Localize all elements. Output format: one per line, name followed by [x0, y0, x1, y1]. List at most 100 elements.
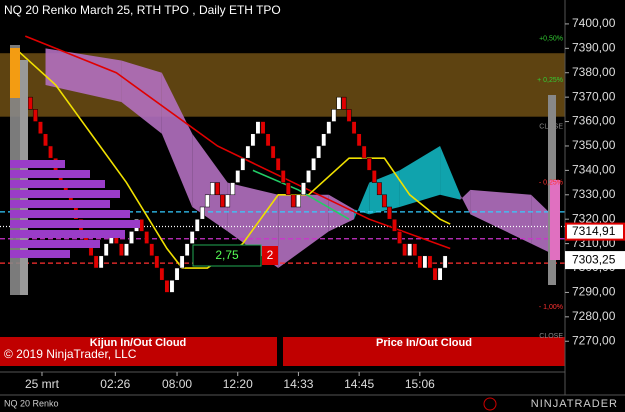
renko-brick: [124, 243, 129, 257]
renko-brick: [184, 243, 190, 257]
x-tick-label: 15:06: [405, 377, 435, 391]
axis-note: + 0,25%: [537, 77, 563, 84]
axis-note: +0,50%: [539, 35, 563, 42]
renko-brick: [159, 267, 165, 281]
price-label-box: [565, 251, 625, 270]
signal-value: 2,75: [215, 248, 239, 262]
x-tick-label: 14:45: [344, 377, 374, 391]
logo-icon: [483, 397, 497, 411]
y-tick-label: 7350,00: [572, 138, 616, 152]
renko-brick: [169, 279, 175, 293]
renko-brick: [215, 182, 220, 196]
copyright: © 2019 NinjaTrader, LLC: [4, 347, 137, 361]
renko-brick: [285, 182, 291, 196]
panel: [0, 337, 277, 366]
renko-brick: [235, 170, 241, 183]
renko-brick: [38, 121, 43, 135]
renko-brick: [311, 157, 317, 171]
y-tick-label: 7320,00: [572, 211, 616, 225]
renko-brick: [341, 96, 347, 110]
renko-brick: [93, 255, 99, 269]
renko-brick: [275, 157, 281, 171]
renko-brick: [412, 243, 418, 257]
renko-brick: [331, 109, 337, 122]
renko-brick: [407, 243, 413, 257]
renko-brick: [301, 182, 306, 196]
renko-brick: [387, 206, 392, 220]
cloud-segment: [121, 60, 162, 134]
renko-brick: [306, 170, 311, 183]
renko-brick: [209, 182, 215, 196]
renko-brick: [230, 182, 236, 196]
axis-note: - 1,00%: [539, 304, 563, 311]
cloud-segment: [161, 72, 193, 207]
indicator-line: [252, 169, 350, 220]
renko-brick: [245, 145, 251, 159]
renko-brick: [27, 96, 33, 110]
renko-brick: [280, 170, 286, 183]
renko-brick: [321, 133, 327, 147]
renko-brick: [366, 157, 372, 171]
y-tick-label: 7400,00: [572, 16, 616, 30]
renko-brick: [240, 157, 246, 171]
axis-note: - 0,25%: [539, 179, 563, 186]
renko-brick: [346, 109, 352, 122]
renko-brick: [255, 121, 261, 135]
renko-brick: [164, 279, 170, 293]
x-tick-label: 12:20: [223, 377, 253, 391]
renko-brick: [265, 133, 271, 147]
signal-count: 2: [267, 248, 274, 262]
renko-brick: [326, 121, 332, 135]
renko-brick: [442, 255, 448, 269]
panel: [283, 337, 565, 366]
renko-brick: [98, 255, 104, 269]
renko-brick: [351, 121, 357, 135]
renko-brick: [154, 255, 160, 269]
renko-brick: [356, 133, 362, 147]
axis-note: CLOSE: [539, 333, 563, 340]
renko-brick: [336, 96, 342, 110]
cloud-segment: [278, 194, 329, 269]
y-tick-label: 7330,00: [572, 187, 616, 201]
panel-label: Price In/Out Cloud: [376, 337, 472, 349]
price-label-box: [565, 222, 625, 241]
cloud-segment: [440, 145, 461, 200]
renko-brick: [179, 255, 185, 269]
renko-brick: [316, 145, 322, 159]
price-label: 7303,25: [572, 252, 616, 266]
renko-brick: [199, 206, 205, 220]
y-tick-label: 7280,00: [572, 309, 616, 323]
x-tick-label: 14:33: [283, 377, 313, 391]
renko-brick: [48, 145, 54, 159]
renko-brick: [118, 243, 124, 257]
axis-note: CLOSE: [539, 123, 563, 130]
cloud-segment: [470, 189, 532, 244]
y-tick-label: 7290,00: [572, 285, 616, 299]
cloud-segment: [45, 48, 122, 103]
cloud-segment: [460, 189, 471, 215]
indicator-line: [14, 47, 451, 269]
renko-brick: [381, 194, 387, 208]
renko-brick: [427, 255, 433, 269]
renko-brick: [225, 194, 231, 208]
renko-brick: [397, 231, 403, 244]
renko-brick: [376, 182, 382, 196]
renko-brick: [139, 218, 145, 232]
renko-brick: [437, 267, 443, 281]
renko-brick: [295, 194, 301, 208]
renko-brick: [129, 231, 134, 244]
renko-brick: [194, 218, 200, 232]
renko-brick: [290, 194, 296, 208]
volume-profile: [10, 45, 560, 295]
renko-brick: [189, 231, 195, 244]
signal-count-box: [262, 246, 278, 265]
renko-brick: [32, 109, 38, 122]
renko-brick: [402, 243, 408, 257]
y-tick-label: 7380,00: [572, 65, 616, 79]
y-tick-label: 7370,00: [572, 89, 616, 103]
renko-brick: [204, 194, 210, 208]
price-label: 7314,91: [572, 224, 616, 238]
y-tick-label: 7360,00: [572, 114, 616, 128]
indicator-line: [24, 35, 451, 250]
renko-brick: [250, 133, 256, 147]
